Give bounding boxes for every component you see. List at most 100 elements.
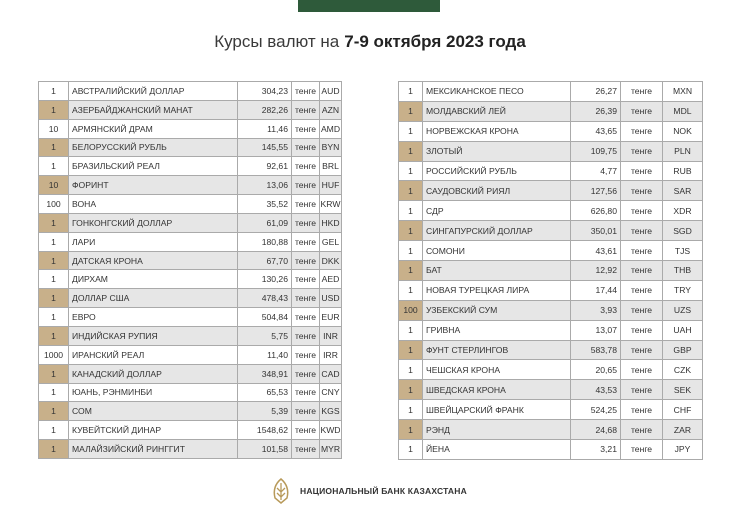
nominal-cell: 1 [399, 241, 423, 262]
code-cell: CNY [320, 383, 342, 403]
table-row: 1 ЧЕШСКАЯ КРОНА 20,65 тенге CZK [399, 360, 703, 381]
table-row: 1 РОССИЙСКИЙ РУБЛЬ 4,77 тенге RUB [399, 161, 703, 182]
table-row: 1 ГРИВНА 13,07 тенге UAH [399, 320, 703, 341]
table-row: 1 ФУНТ СТЕРЛИНГОВ 583,78 тенге GBP [399, 340, 703, 361]
unit-cell: тенге [292, 345, 320, 365]
nominal-cell: 100 [399, 300, 423, 321]
code-cell: KWD [320, 421, 342, 441]
nominal-cell: 1 [399, 82, 423, 102]
title-text: Курсы валют на [214, 32, 340, 51]
code-cell: UZS [663, 300, 703, 321]
code-cell: BYN [320, 138, 342, 158]
table-row: 1 БРАЗИЛЬСКИЙ РЕАЛ 92,61 тенге BRL [39, 157, 342, 177]
unit-cell: тенге [292, 157, 320, 177]
unit-cell: тенге [621, 261, 663, 281]
unit-cell: тенге [621, 101, 663, 122]
currency-name-cell: НОРВЕЖСКАЯ КРОНА [423, 121, 571, 142]
unit-cell: тенге [292, 138, 320, 158]
code-cell: NOK [663, 121, 703, 142]
rate-cell: 67,70 [238, 251, 292, 271]
code-cell: GEL [320, 232, 342, 252]
code-cell: EUR [320, 308, 342, 327]
table-row: 1 ЕВРО 504,84 тенге EUR [39, 308, 342, 327]
code-cell: SGD [663, 221, 703, 242]
rates-table: 1 АВСТРАЛИЙСКИЙ ДОЛЛАР 304,23 тенге AUD 1 АЗЕР… [38, 81, 342, 459]
currency-name-cell: ИНДИЙСКАЯ РУПИЯ [69, 326, 238, 346]
unit-cell: тенге [292, 326, 320, 346]
code-cell: JPY [663, 440, 703, 460]
table-row: 1 ЗЛОТЫЙ 109,75 тенге PLN [399, 141, 703, 162]
rate-cell: 504,84 [238, 308, 292, 327]
code-cell: MYR [320, 440, 342, 459]
code-cell: KGS [320, 402, 342, 422]
currency-name-cell: УЗБЕКСКИЙ СУМ [423, 300, 571, 321]
rate-cell: 11,40 [238, 345, 292, 365]
nominal-cell: 1 [39, 383, 69, 403]
code-cell: UAH [663, 320, 703, 341]
rate-cell: 583,78 [571, 340, 621, 361]
nominal-cell: 10 [39, 176, 69, 196]
unit-cell: тенге [292, 82, 320, 101]
logo [273, 478, 289, 504]
nominal-cell: 1 [399, 201, 423, 222]
unit-cell: тенге [621, 360, 663, 381]
rate-cell: 11,46 [238, 119, 292, 139]
rate-cell: 92,61 [238, 157, 292, 177]
rate-cell: 350,01 [571, 221, 621, 242]
unit-cell: тенге [621, 380, 663, 401]
rates-table: 1 МЕКСИКАНСКОЕ ПЕСО 26,27 тенге MXN 1 МОЛДАВСК… [398, 81, 703, 460]
currency-name-cell: КАНАДСКИЙ ДОЛЛАР [69, 364, 238, 384]
rate-cell: 180,88 [238, 232, 292, 252]
nominal-cell: 1 [399, 340, 423, 361]
unit-cell: тенге [621, 440, 663, 460]
currency-name-cell: САУДОВСКИЙ РИЯЛ [423, 181, 571, 202]
rate-cell: 24,68 [571, 420, 621, 441]
code-cell: AMD [320, 119, 342, 139]
currency-name-cell: ВОНА [69, 195, 238, 214]
table-row: 100 УЗБЕКСКИЙ СУМ 3,93 тенге UZS [399, 300, 703, 321]
rate-cell: 1548,62 [238, 421, 292, 441]
code-cell: THB [663, 261, 703, 281]
nominal-cell: 10 [39, 119, 69, 139]
currency-name-cell: ФУНТ СТЕРЛИНГОВ [423, 340, 571, 361]
unit-cell: тенге [292, 440, 320, 459]
unit-cell: тенге [621, 141, 663, 162]
nominal-cell: 1 [39, 270, 69, 290]
unit-cell: тенге [292, 289, 320, 309]
rate-cell: 43,65 [571, 121, 621, 142]
table-row: 1000 ИРАНСКИЙ РЕАЛ 11,40 тенге IRR [39, 345, 342, 365]
unit-cell: тенге [292, 119, 320, 139]
currency-name-cell: СОМ [69, 402, 238, 422]
currency-name-cell: НОВАЯ ТУРЕЦКАЯ ЛИРА [423, 280, 571, 301]
code-cell: SEK [663, 380, 703, 401]
nominal-cell: 1 [39, 232, 69, 252]
code-cell: MDL [663, 101, 703, 122]
unit-cell: тенге [621, 400, 663, 421]
currency-name-cell: ФОРИНТ [69, 176, 238, 196]
rate-cell: 145,55 [238, 138, 292, 158]
table-row: 1 НОВАЯ ТУРЕЦКАЯ ЛИРА 17,44 тенге TRY [399, 280, 703, 301]
table-row: 1 ШВЕЙЦАРСКИЙ ФРАНК 524,25 тенге CHF [399, 400, 703, 421]
table-row: 1 СОМ 5,39 тенге KGS [39, 402, 342, 422]
currency-name-cell: ГРИВНА [423, 320, 571, 341]
currency-name-cell: МЕКСИКАНСКОЕ ПЕСО [423, 82, 571, 102]
nominal-cell: 1000 [39, 345, 69, 365]
currency-name-cell: ЕВРО [69, 308, 238, 327]
currency-name-cell: БЕЛОРУССКИЙ РУБЛЬ [69, 138, 238, 158]
unit-cell: тенге [621, 221, 663, 242]
nominal-cell: 1 [39, 100, 69, 120]
currency-name-cell: ШВЕЙЦАРСКИЙ ФРАНК [423, 400, 571, 421]
footer: НАЦИОНАЛЬНЫЙ БАНК КАЗАХСТАНА [270, 478, 467, 504]
unit-cell: тенге [292, 251, 320, 271]
rate-cell: 101,58 [238, 440, 292, 459]
nominal-cell: 1 [39, 364, 69, 384]
unit-cell: тенге [621, 420, 663, 441]
rate-cell: 3,21 [571, 440, 621, 460]
table-row: 1 МОЛДАВСКИЙ ЛЕЙ 26,39 тенге MDL [399, 101, 703, 122]
currency-name-cell: БАТ [423, 261, 571, 281]
unit-cell: тенге [292, 308, 320, 327]
nominal-cell: 1 [39, 308, 69, 327]
top-bar [298, 0, 440, 12]
nominal-cell: 1 [39, 213, 69, 233]
